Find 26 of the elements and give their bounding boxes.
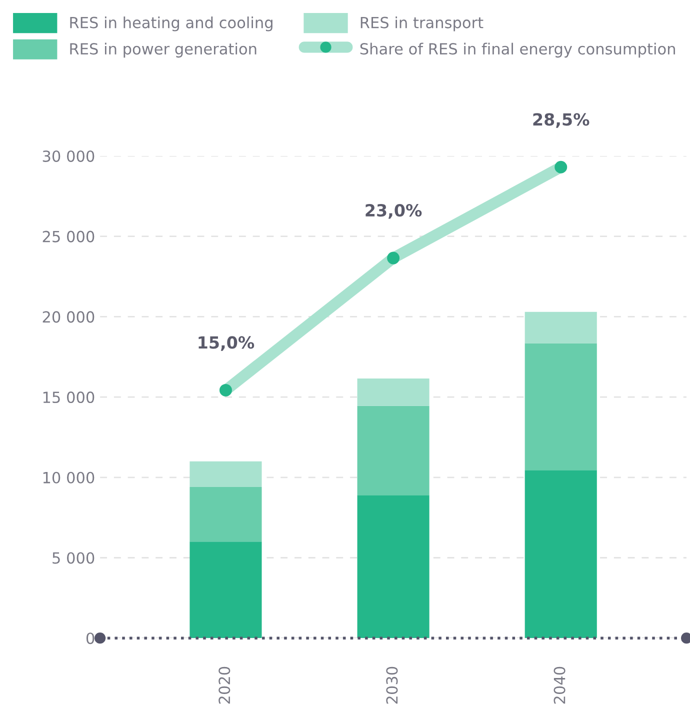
bar: [524, 312, 597, 344]
bar: [357, 378, 430, 406]
x-tick-label: 2030: [386, 666, 398, 704]
bar: [357, 406, 430, 496]
y-tick-label: 10 000: [43, 472, 94, 484]
y-tick-label: 20 000: [42, 311, 94, 323]
legend-label: RES in heating and cooling: [70, 16, 272, 32]
data-label: 23,0%: [366, 204, 422, 219]
y-tick-label: 15 000: [43, 392, 94, 404]
x-tick-label: 2020: [218, 666, 230, 704]
x-tick-label: 2040: [554, 666, 566, 704]
bar: [190, 542, 262, 638]
y-tick-label: 30 000: [42, 150, 94, 162]
bar: [524, 470, 597, 638]
bar: [524, 343, 597, 470]
bar: [190, 487, 262, 542]
data-label: 15,0%: [198, 336, 254, 351]
y-tick-label: 5 000: [52, 552, 94, 564]
data-label: 28,5%: [533, 113, 590, 128]
bar: [190, 461, 262, 488]
y-tick-label: 0: [86, 632, 94, 644]
legend-label: RES in transport: [360, 16, 484, 32]
bar: [357, 495, 430, 638]
legend-label: RES in power generation: [70, 42, 256, 58]
legend-label: Share of RES in final energy consumption: [360, 42, 675, 58]
y-tick-label: 25 000: [42, 230, 94, 242]
